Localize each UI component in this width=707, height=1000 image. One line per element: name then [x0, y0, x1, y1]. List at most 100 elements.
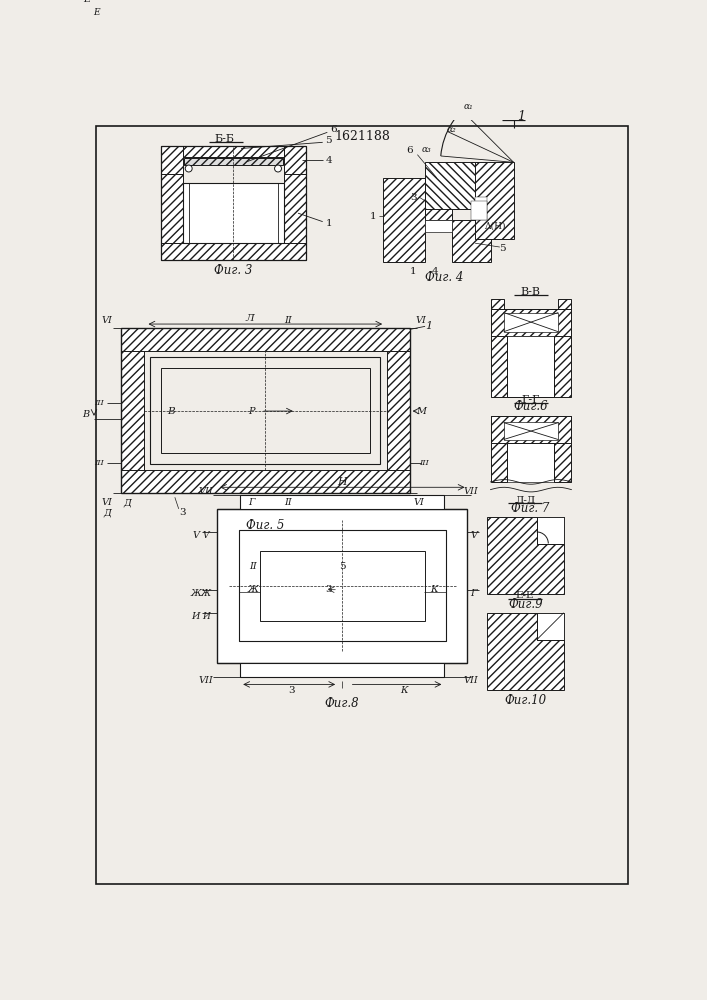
Text: Е-Е: Е-Е	[516, 591, 534, 600]
Text: II: II	[284, 498, 292, 507]
Text: 5: 5	[325, 136, 332, 145]
Bar	[472, 201, 486, 220]
Bar	[554, 309, 571, 397]
Text: III: III	[95, 399, 104, 407]
Bar	[121, 470, 409, 493]
Bar	[537, 613, 563, 640]
Bar	[508, 443, 554, 482]
Text: Б-Б: Б-Б	[214, 134, 234, 144]
Bar	[240, 495, 444, 509]
Bar	[161, 243, 305, 260]
Bar	[554, 416, 571, 482]
Text: II: II	[249, 562, 257, 571]
Text: VI: VI	[102, 316, 112, 325]
Bar	[240, 663, 444, 677]
Text: Λ(Н): Λ(Н)	[484, 222, 505, 231]
Circle shape	[274, 165, 281, 172]
Bar	[486, 613, 563, 690]
Text: Фиг.9: Фиг.9	[508, 598, 542, 611]
Bar	[475, 162, 514, 239]
Text: 1621188: 1621188	[335, 130, 391, 143]
Bar	[387, 351, 409, 470]
Text: К: К	[431, 585, 438, 594]
Text: M: M	[416, 407, 426, 416]
Text: 4: 4	[432, 267, 438, 276]
Text: 3: 3	[325, 585, 332, 594]
Bar	[184, 158, 283, 165]
Bar	[491, 416, 571, 443]
Text: К: К	[401, 686, 408, 695]
Bar	[558, 299, 571, 309]
Text: VII: VII	[464, 676, 479, 685]
Bar	[150, 357, 380, 464]
Text: 1: 1	[370, 212, 377, 221]
Text: V: V	[202, 531, 209, 540]
Bar	[161, 174, 182, 243]
Text: Фиг. 5: Фиг. 5	[246, 519, 284, 532]
Bar	[182, 183, 284, 243]
Bar	[239, 530, 446, 641]
Text: E: E	[83, 0, 90, 4]
Bar	[425, 220, 452, 232]
Text: 1: 1	[410, 267, 417, 276]
Bar	[491, 309, 571, 336]
Text: H: H	[337, 477, 347, 487]
Text: α₂: α₂	[446, 125, 456, 134]
Text: 3: 3	[410, 192, 417, 202]
Text: V: V	[470, 531, 477, 540]
Bar	[425, 162, 486, 209]
Text: 3: 3	[180, 508, 186, 517]
Text: Г-Г: Г-Г	[521, 395, 540, 405]
Bar	[284, 174, 305, 243]
Text: II: II	[284, 316, 292, 325]
Bar	[491, 299, 504, 309]
Bar	[382, 178, 425, 262]
Text: И: И	[201, 612, 209, 621]
Bar	[503, 422, 559, 440]
Text: Д: Д	[103, 508, 111, 517]
Text: Фиг. 3: Фиг. 3	[214, 264, 252, 277]
Text: VII: VII	[198, 487, 213, 496]
Bar	[475, 197, 486, 220]
Bar	[121, 328, 409, 493]
Text: III: III	[95, 459, 104, 467]
Bar	[503, 312, 559, 332]
Bar	[425, 178, 452, 220]
Text: III: III	[419, 459, 428, 467]
Text: 5: 5	[339, 562, 345, 571]
Text: В: В	[167, 407, 175, 416]
Text: Г: Г	[248, 498, 255, 507]
Text: Фиг. 4: Фиг. 4	[425, 271, 464, 284]
Text: 3: 3	[288, 686, 294, 695]
Text: Ж: Ж	[247, 585, 258, 594]
Bar	[121, 328, 409, 351]
Bar	[491, 309, 508, 397]
Text: 5: 5	[498, 244, 506, 253]
Bar	[508, 336, 554, 397]
Bar	[452, 220, 491, 262]
Text: 1: 1	[426, 321, 433, 331]
Bar	[121, 351, 144, 470]
Text: V: V	[192, 531, 199, 540]
Text: Д-Д: Д-Д	[515, 495, 535, 504]
Bar	[161, 146, 182, 174]
Text: B: B	[82, 410, 89, 419]
Text: Ж: Ж	[201, 589, 211, 598]
Text: Д: Д	[123, 498, 131, 507]
Text: Л: Л	[245, 314, 254, 323]
Text: VI: VI	[416, 316, 427, 325]
Text: α₁: α₁	[463, 102, 473, 111]
Bar	[161, 368, 370, 453]
Text: Фиг.10: Фиг.10	[504, 694, 547, 707]
Text: Фиг.8: Фиг.8	[325, 697, 359, 710]
Text: 6: 6	[330, 125, 337, 134]
Text: VI: VI	[414, 498, 424, 507]
Bar	[182, 146, 284, 157]
Text: Г: Г	[470, 589, 477, 598]
Text: Р: Р	[248, 407, 255, 416]
Text: 4: 4	[325, 156, 332, 165]
Bar	[217, 509, 467, 663]
Bar	[537, 517, 563, 544]
Bar	[491, 416, 508, 482]
Circle shape	[185, 165, 192, 172]
